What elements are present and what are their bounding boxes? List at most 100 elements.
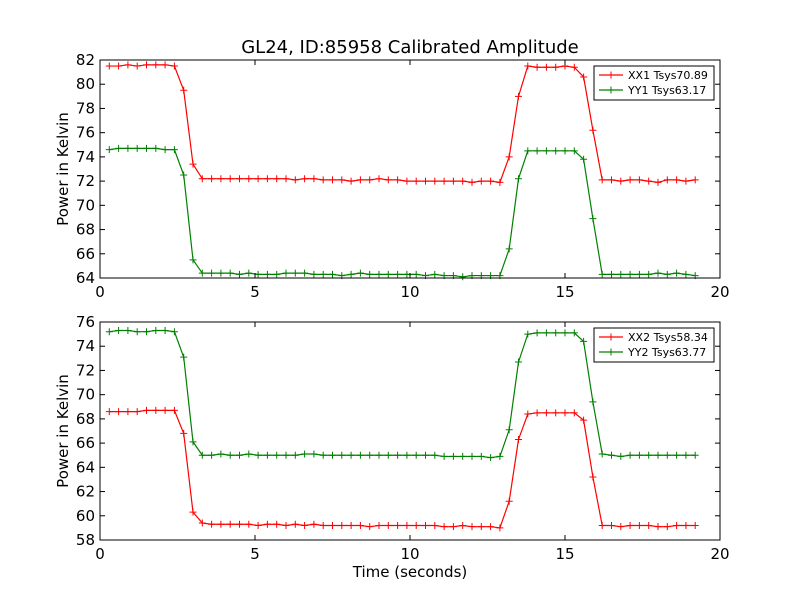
- data-point: [533, 63, 541, 71]
- data-point: [143, 406, 150, 414]
- legend: XX2 Tsys58.34 YY2 Tsys63.77: [593, 327, 715, 363]
- legend-swatch-marker: [607, 86, 615, 94]
- y-tick-label: 62: [76, 483, 95, 501]
- chart-title: GL24, ID:85958 Calibrated Amplitude: [241, 37, 579, 58]
- data-point: [356, 176, 364, 184]
- data-point: [347, 521, 355, 529]
- data-point: [440, 177, 448, 185]
- data-point: [245, 450, 253, 458]
- data-point: [356, 521, 364, 529]
- data-point: [570, 63, 578, 71]
- data-point: [282, 521, 290, 529]
- data-point: [626, 176, 634, 184]
- data-point: [310, 175, 318, 183]
- data-point: [449, 523, 457, 531]
- data-point: [626, 451, 634, 459]
- data-point: [217, 450, 225, 458]
- data-point: [645, 451, 653, 459]
- data-point: [384, 270, 392, 278]
- x-tick-label: 10: [400, 283, 419, 301]
- data-point: [440, 523, 448, 531]
- x-tick-label: 0: [95, 545, 105, 563]
- data-point: [152, 406, 160, 414]
- data-point: [180, 171, 188, 179]
- data-point: [291, 269, 299, 277]
- data-point: [180, 353, 188, 361]
- data-point: [635, 176, 643, 184]
- data-point: [561, 147, 569, 155]
- data-point: [366, 523, 374, 531]
- data-point: [282, 269, 290, 277]
- data-point: [329, 451, 336, 459]
- data-point: [198, 269, 206, 277]
- data-point: [598, 521, 606, 529]
- data-point: [189, 508, 197, 516]
- data-point: [329, 521, 336, 529]
- data-point: [394, 521, 402, 529]
- legend-entry: XX1 Tsys70.89: [628, 69, 708, 82]
- data-point: [645, 521, 653, 529]
- legend-swatch-marker: [607, 71, 615, 79]
- data-point: [133, 144, 141, 152]
- data-point: [645, 177, 653, 185]
- data-point: [375, 521, 383, 529]
- data-point: [198, 451, 206, 459]
- data-point: [626, 521, 634, 529]
- data-point: [301, 450, 309, 458]
- data-point: [263, 175, 271, 183]
- x-tick-label: 15: [555, 283, 574, 301]
- data-point: [217, 175, 225, 183]
- series-line: [109, 147, 696, 278]
- y-axis-label: Power in Kelvin: [54, 374, 72, 488]
- data-point: [301, 521, 309, 529]
- data-point: [263, 451, 271, 459]
- data-point: [673, 521, 681, 529]
- data-point: [124, 144, 132, 152]
- data-point: [347, 177, 355, 185]
- y-axis-label: Power in Kelvin: [54, 112, 72, 226]
- data-point: [552, 63, 560, 71]
- y-tick-label: 64: [76, 269, 95, 287]
- data-point: [198, 519, 206, 527]
- data-point: [394, 176, 402, 184]
- data-point: [422, 521, 429, 529]
- data-point: [542, 409, 550, 417]
- data-point: [635, 521, 643, 529]
- y-tick-label: 74: [76, 337, 95, 355]
- data-point: [412, 521, 420, 529]
- data-point: [673, 176, 681, 184]
- data-point: [635, 270, 643, 278]
- data-point: [319, 451, 327, 459]
- data-point: [338, 451, 346, 459]
- data-point: [682, 521, 690, 529]
- data-point: [375, 270, 383, 278]
- data-point: [133, 62, 141, 70]
- series-line: [109, 64, 696, 183]
- data-point: [580, 155, 588, 163]
- data-point: [459, 452, 467, 460]
- data-point: [152, 144, 160, 152]
- y-tick-label: 70: [76, 386, 95, 404]
- data-point: [561, 409, 569, 417]
- data-point: [236, 520, 243, 528]
- data-point: [105, 408, 113, 416]
- data-point: [524, 62, 532, 70]
- y-tick-label: 74: [76, 148, 95, 166]
- data-point: [626, 270, 634, 278]
- data-point: [152, 326, 160, 334]
- data-point: [515, 92, 522, 100]
- data-point: [515, 435, 522, 443]
- data-point: [608, 451, 615, 459]
- data-point: [161, 61, 169, 69]
- y-tick-label: 58: [76, 531, 95, 549]
- data-point: [245, 269, 253, 277]
- data-point: [347, 451, 355, 459]
- data-point: [366, 451, 374, 459]
- data-point: [226, 451, 234, 459]
- data-point: [198, 175, 206, 183]
- data-point: [617, 523, 625, 531]
- x-tick-label: 0: [95, 283, 105, 301]
- legend-entry: YY2 Tsys63.77: [627, 346, 706, 359]
- data-point: [431, 177, 439, 185]
- data-point: [645, 270, 653, 278]
